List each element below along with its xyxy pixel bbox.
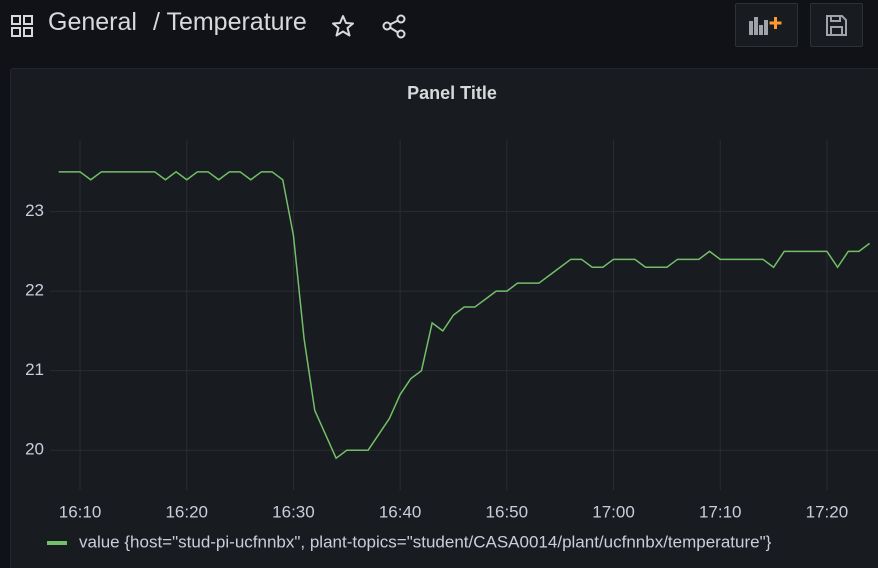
x-tick-label: 17:00	[592, 502, 635, 521]
x-tick-label: 16:10	[59, 502, 102, 521]
save-icon	[826, 15, 847, 36]
panel	[10, 68, 878, 568]
y-tick-label: 21	[25, 360, 44, 379]
add-panel-icon	[749, 17, 782, 35]
x-tick-label: 16:40	[379, 502, 422, 521]
dashboard-icon[interactable]	[10, 14, 34, 38]
legend-label: value {host="stud-pi-ucfnnbx", plant-top…	[79, 532, 772, 551]
y-tick-label: 20	[25, 440, 44, 459]
series-line	[58, 170, 871, 460]
folder-title[interactable]: General	[48, 8, 137, 36]
y-tick-label: 22	[25, 281, 44, 300]
y-tick-label: 23	[25, 201, 44, 220]
add-panel-button[interactable]	[735, 3, 798, 47]
x-tick-label: 16:20	[165, 502, 208, 521]
x-tick-label: 17:20	[806, 502, 849, 521]
panel-title: Panel Title	[407, 83, 497, 103]
x-tick-label: 17:10	[699, 502, 742, 521]
x-tick-label: 16:30	[272, 502, 315, 521]
share-icon[interactable]	[382, 14, 408, 40]
star-icon[interactable]	[331, 14, 355, 38]
dashboard-title[interactable]: / Temperature	[153, 8, 307, 36]
x-tick-label: 16:50	[486, 502, 529, 521]
save-button[interactable]	[810, 3, 863, 47]
